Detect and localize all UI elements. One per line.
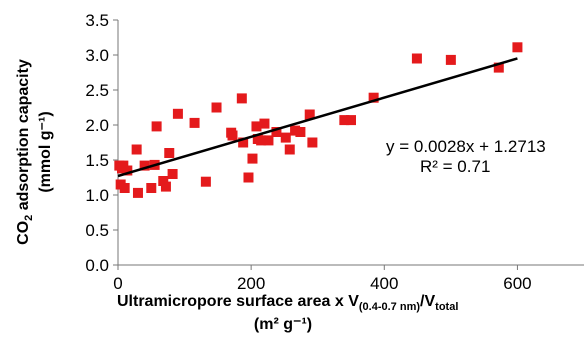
data-point <box>256 135 267 146</box>
data-point <box>151 121 162 132</box>
x-tick-label: 400 <box>370 274 398 293</box>
trendline <box>117 57 518 178</box>
data-point <box>132 187 143 198</box>
data-point <box>251 121 262 132</box>
data-point <box>238 137 249 148</box>
svg-text:CO2 adsorption capacity: CO2 adsorption capacity <box>15 59 35 245</box>
data-point <box>119 183 130 193</box>
data-point <box>158 176 169 186</box>
y-axis-units: (mmol g⁻¹) <box>37 111 54 192</box>
data-point <box>243 172 254 183</box>
data-point <box>139 160 150 171</box>
data-point <box>172 108 183 119</box>
trend-equation: y = 0.0028x + 1.2713 <box>386 137 546 156</box>
r-squared: R² = 0.71 <box>420 157 490 176</box>
data-point <box>512 42 523 53</box>
data-point <box>160 181 171 192</box>
data-point <box>493 62 504 73</box>
data-point <box>271 127 282 137</box>
data-point <box>122 165 133 176</box>
y-tick-label: 1.0 <box>85 186 109 205</box>
y-tick-label: 3.0 <box>85 46 109 65</box>
data-point <box>131 144 142 155</box>
x-axis-label: Ultramicropore surface area x V(0.4-0.7 … <box>117 293 458 313</box>
data-point <box>411 53 422 64</box>
x-tick-label: 200 <box>237 274 265 293</box>
data-point <box>445 54 456 65</box>
data-point <box>346 115 356 126</box>
axes <box>117 20 584 266</box>
data-point <box>211 102 222 113</box>
data-point <box>307 137 318 148</box>
data-point <box>189 117 200 128</box>
data-point <box>368 92 379 103</box>
y-tick-label: 1.5 <box>85 151 109 170</box>
data-point <box>259 118 270 129</box>
y-tick-label: 0.5 <box>85 221 109 240</box>
data-point <box>284 144 295 155</box>
data-point <box>339 115 350 126</box>
data-point <box>263 135 274 146</box>
data-point <box>290 125 301 136</box>
data-point <box>227 130 238 141</box>
y-tick-labels: 0.0 0.5 1.0 1.5 2.0 2.5 3.0 3.5 <box>85 11 118 275</box>
data-point <box>280 132 291 143</box>
x-axis-units: (m² g⁻¹) <box>254 316 312 333</box>
y-tick-label: 3.5 <box>85 11 109 30</box>
x-tick-labels: 0 200 400 600 <box>113 265 532 293</box>
data-point <box>236 93 247 104</box>
y-tick-label: 2.5 <box>85 81 109 100</box>
x-tick-label: 0 <box>113 274 122 293</box>
y-tick-label: 0.0 <box>85 256 109 275</box>
data-point <box>164 148 175 158</box>
data-point <box>146 183 157 193</box>
y-axis-label: CO2 adsorption capacity <box>15 59 35 245</box>
y-tick-label: 2.0 <box>85 116 109 135</box>
data-point <box>295 127 306 137</box>
svg-text:(mmol g⁻¹): (mmol g⁻¹) <box>37 111 54 192</box>
data-point <box>167 169 178 179</box>
data-point <box>200 176 211 187</box>
x-tick-label: 600 <box>503 274 531 293</box>
data-point <box>304 109 315 120</box>
data-point <box>247 153 258 164</box>
